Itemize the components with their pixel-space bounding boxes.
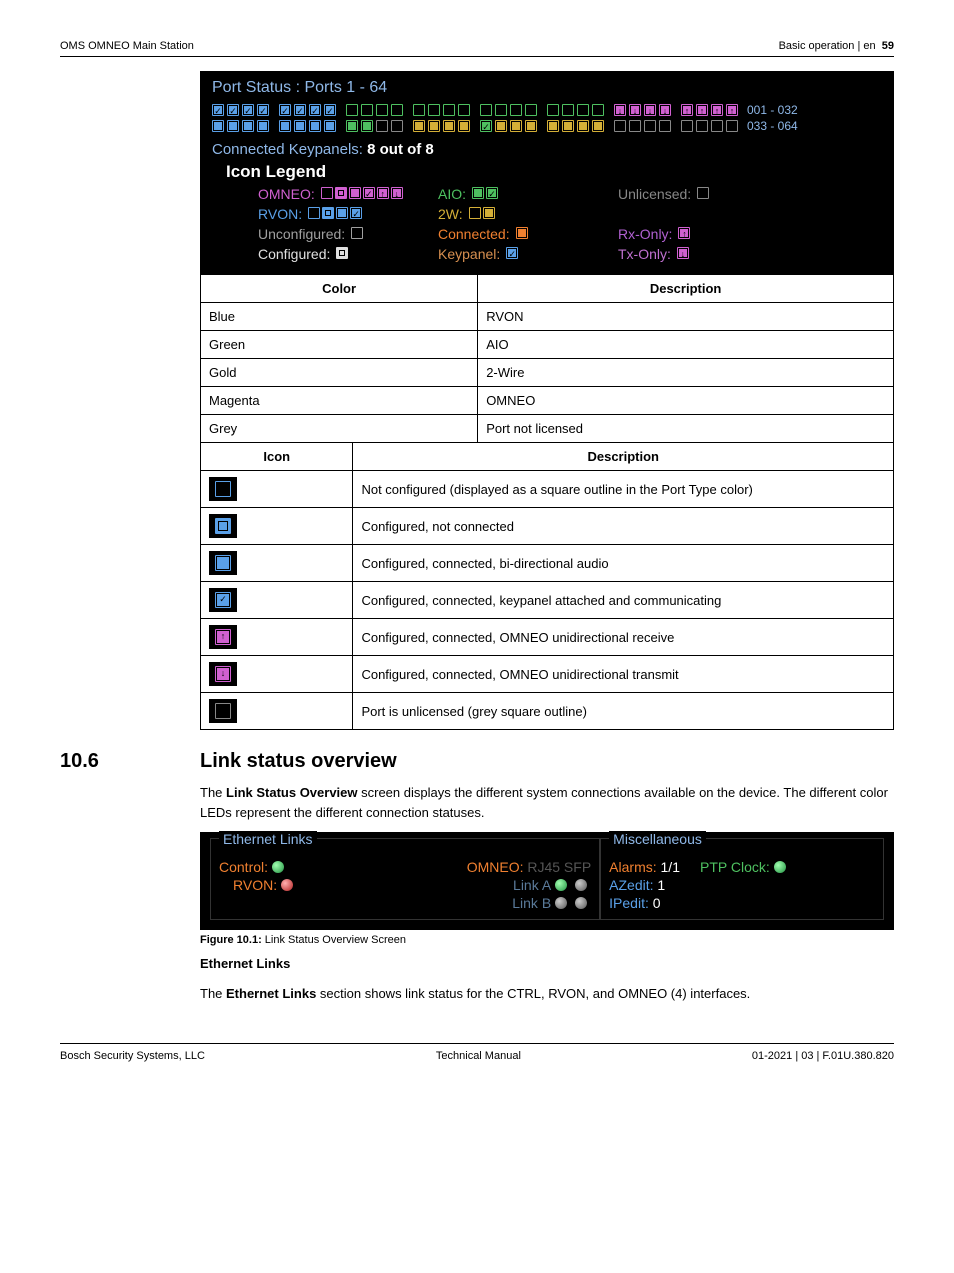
ethernet-links-body: The Ethernet Links section shows link st… xyxy=(200,984,894,1004)
color-table: ColorDescription BlueRVONGreenAIOGold2-W… xyxy=(200,274,894,443)
link-status-panel: Ethernet Links Control: RVON: OMNEO: RJ4… xyxy=(200,832,894,930)
port-panel-title: Port Status : Ports 1 - 64 xyxy=(212,79,882,97)
port-status-panel: Port Status : Ports 1 - 64 001 - 032 033… xyxy=(200,71,894,274)
section-title: Link status overview xyxy=(200,750,397,773)
icon-table: IconDescription Not configured (displaye… xyxy=(200,442,894,730)
footer-mid: Technical Manual xyxy=(436,1050,521,1062)
section-number: 10.6 xyxy=(60,750,200,773)
figure-caption: Figure 10.1: Link Status Overview Screen xyxy=(200,934,894,946)
icon-legend-grid: OMNEO: AIO: Unlicensed: RVON: 2W: Unconf… xyxy=(258,186,882,262)
header-left: OMS OMNEO Main Station xyxy=(60,40,194,52)
port-row-2: 033 - 064 xyxy=(212,119,882,133)
header-right: Basic operation | en 59 xyxy=(779,40,894,52)
port-row-1: 001 - 032 xyxy=(212,103,882,117)
footer-right: 01-2021 | 03 | F.01U.380.820 xyxy=(752,1050,894,1062)
icon-legend-title: Icon Legend xyxy=(226,162,882,182)
footer-left: Bosch Security Systems, LLC xyxy=(60,1050,205,1062)
connected-keypanels: Connected Keypanels: 8 out of 8 xyxy=(212,141,882,158)
link-status-intro: The Link Status Overview screen displays… xyxy=(200,783,894,822)
ethernet-links-heading: Ethernet Links xyxy=(200,956,290,971)
